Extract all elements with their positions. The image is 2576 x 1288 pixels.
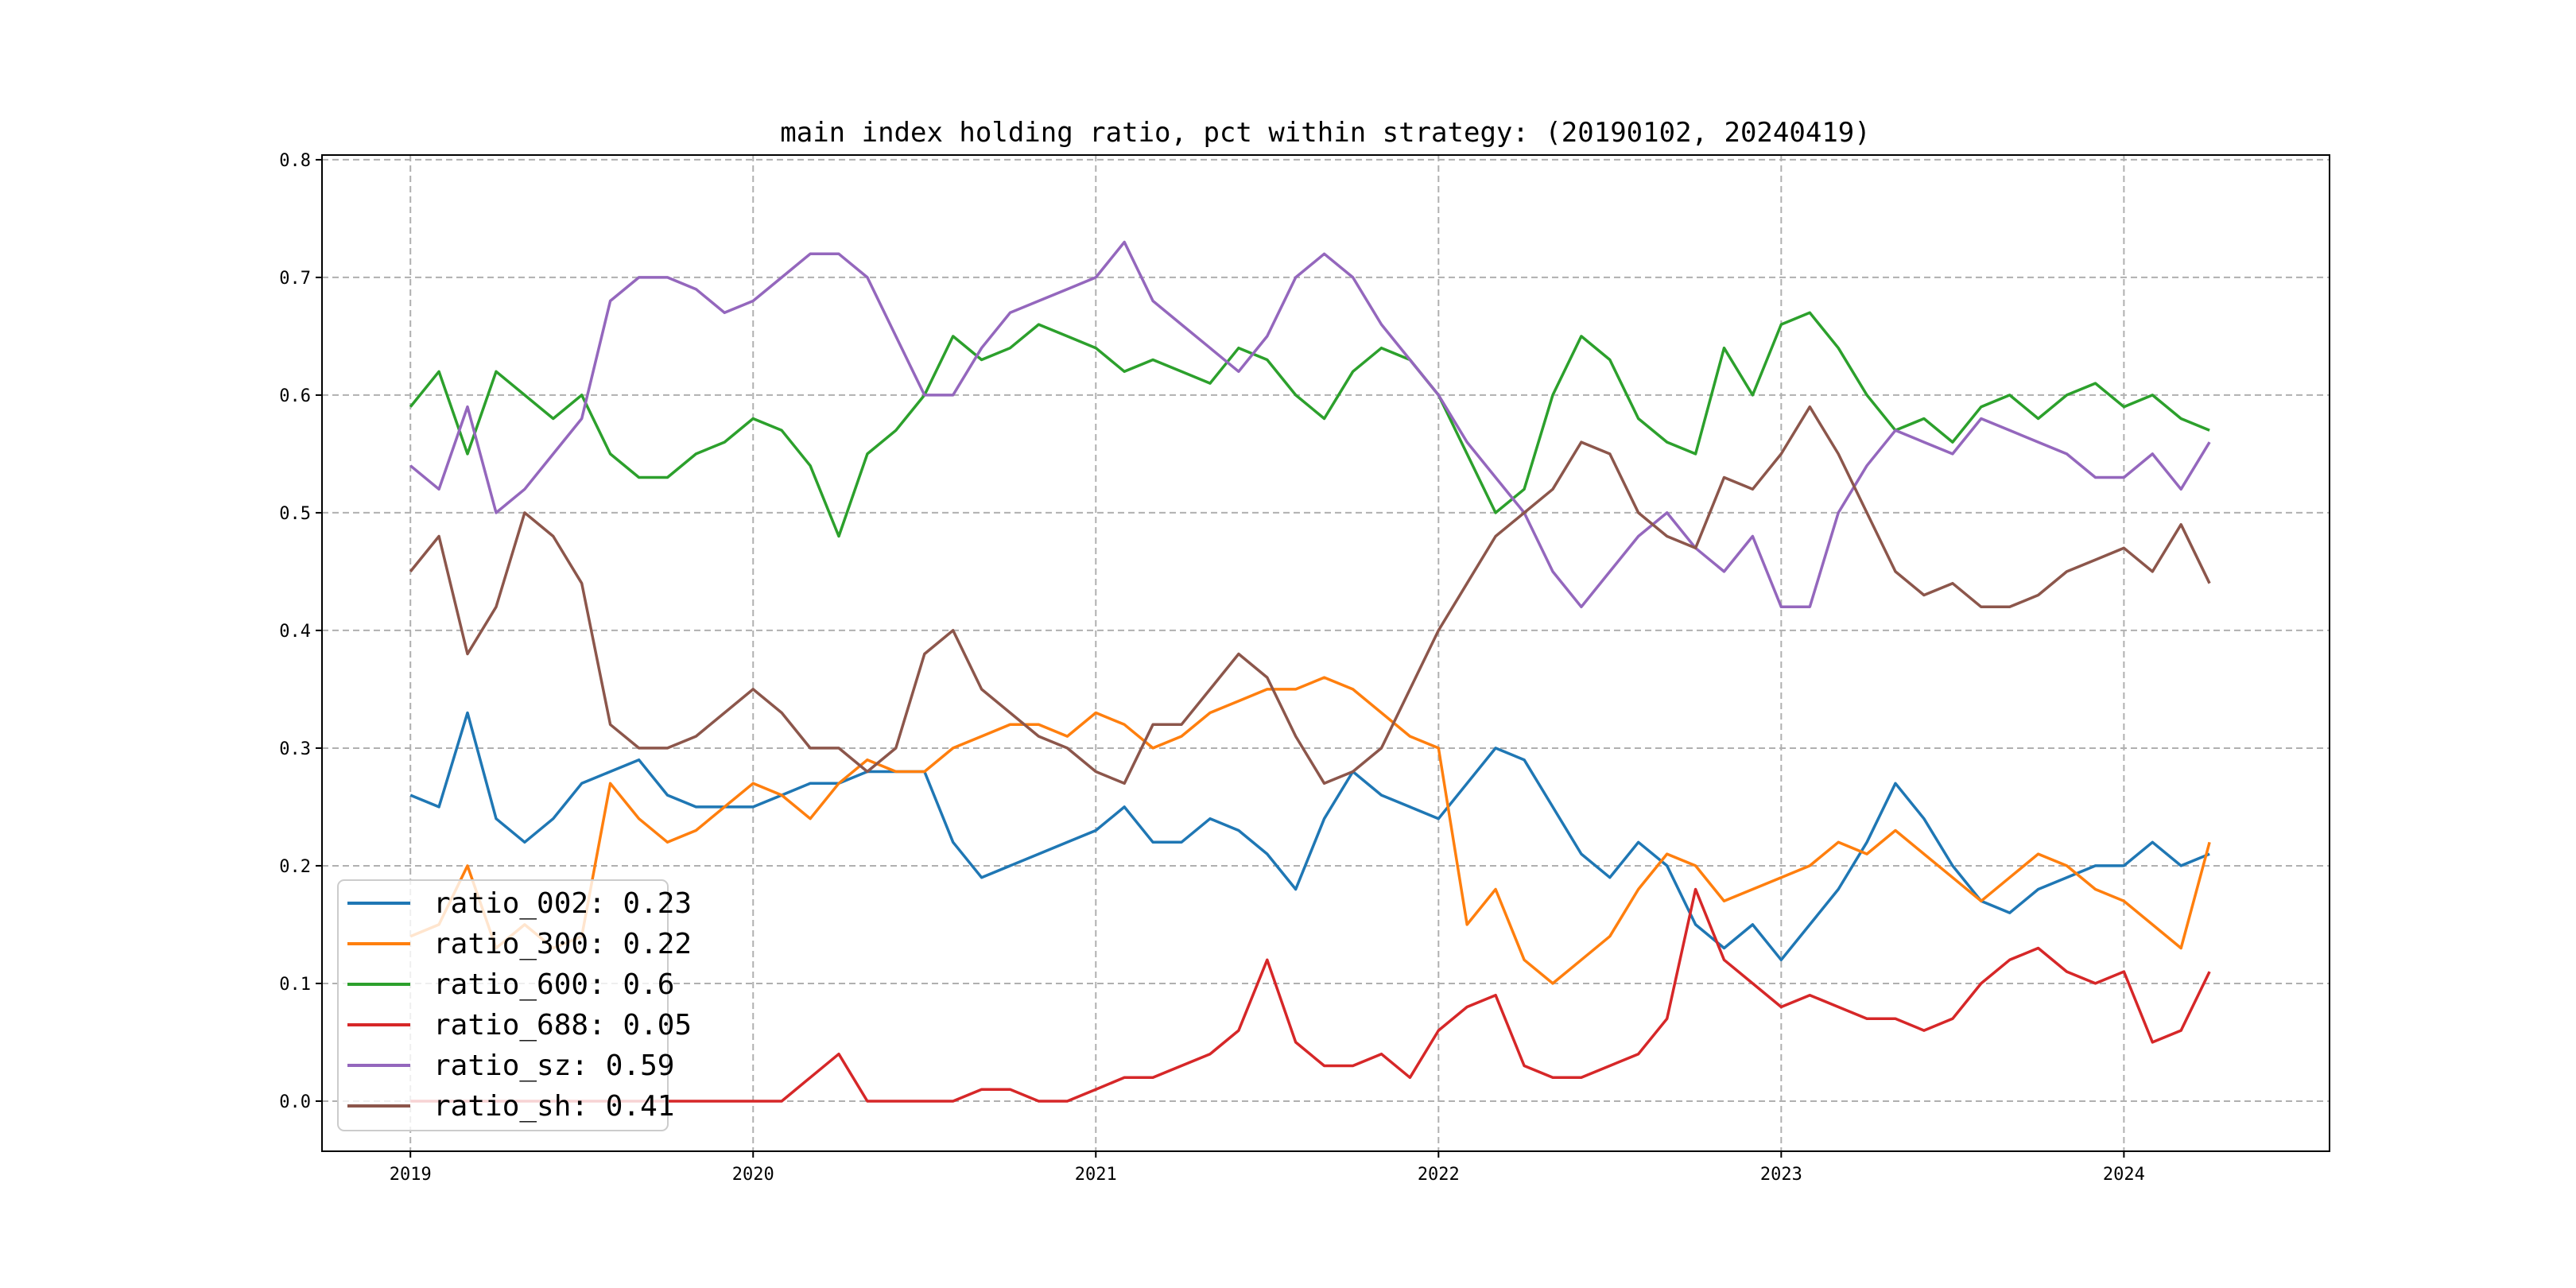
series-line-ratio_600 [409,311,2210,538]
x-tick-label: 2022 [1418,1165,1460,1185]
x-tick-label: 2019 [390,1165,432,1185]
y-tick-label: 0.8 [279,151,311,171]
legend-label-ratio_sz: ratio_sz: 0.59 [433,1049,674,1082]
series-line-ratio_002 [409,711,2210,962]
series-line-ratio_300 [409,676,2211,985]
axes-frame [321,154,2330,1152]
x-tick-label: 2021 [1075,1165,1117,1185]
legend: ratio_002: 0.23 ratio_300: 0.22 ratio_600:… [337,879,692,1131]
legend-label-ratio_688: ratio_688: 0.05 [433,1009,692,1042]
y-tick-label: 0.6 [279,386,311,406]
y-tick-label: 0.4 [279,622,311,642]
y-tick-label: 0.0 [279,1092,311,1112]
y-tick-label: 0.2 [279,857,311,877]
legend-box [337,879,669,1131]
series-line-ratio_688 [410,887,2211,1103]
legend-label-ratio_sh: ratio_sh: 0.41 [433,1090,674,1123]
chart-title: main index holding ratio, pct within str… [780,117,1870,149]
series-line-ratio_sz [409,240,2211,609]
x-axis: 2019 2020 2021 2022 2023 2024 [390,1151,2145,1185]
series-lines [409,240,2211,1103]
y-tick-label: 0.7 [279,269,311,289]
x-tick-label: 2023 [1760,1165,1802,1185]
x-tick-label: 2020 [732,1165,774,1185]
series-line-ratio_sh [409,405,2211,786]
y-tick-label: 0.5 [279,504,311,524]
y-axis: 0.0 0.1 0.2 0.3 0.4 0.5 0.6 0.7 0.8 [279,151,322,1112]
y-tick-label: 0.3 [279,739,311,759]
y-tick-label: 0.1 [279,975,311,995]
x-tick-label: 2024 [2103,1165,2145,1185]
legend-label-ratio_600: ratio_600: 0.6 [433,968,674,1001]
legend-label-ratio_300: ratio_300: 0.22 [433,928,692,960]
legend-label-ratio_002: ratio_002: 0.23 [433,887,692,920]
